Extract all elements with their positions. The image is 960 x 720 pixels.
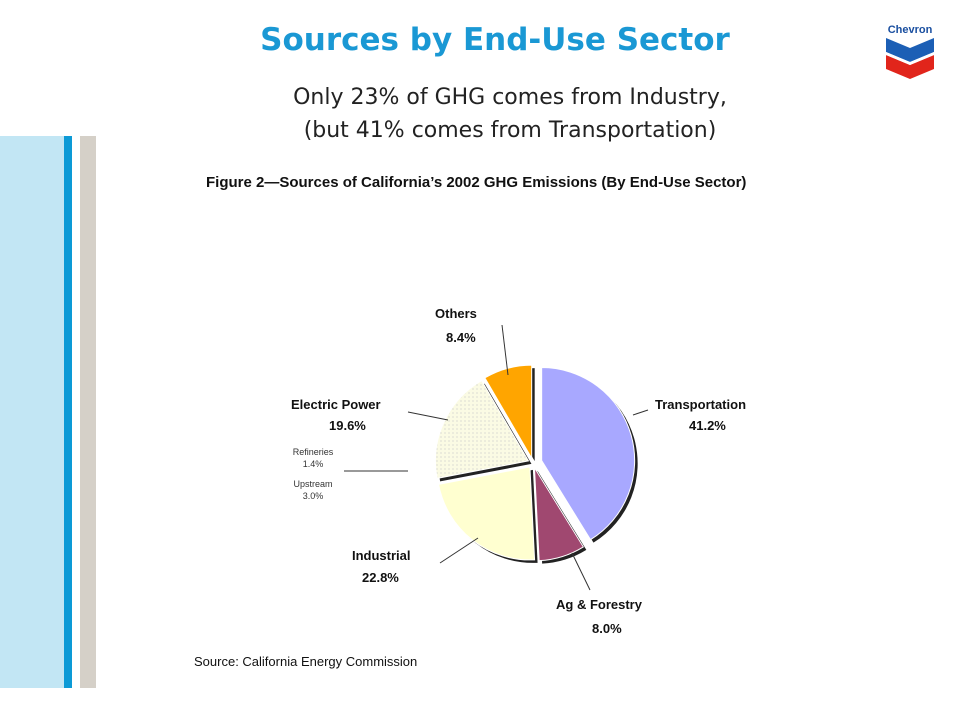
logo-wordmark: Chevron: [888, 24, 933, 36]
value-ag-forestry: 8.0%: [592, 621, 622, 636]
value-transportation: 41.2%: [689, 418, 726, 433]
left-stripe-light: [0, 136, 64, 688]
figure-title: Figure 2—Sources of California’s 2002 GH…: [206, 174, 747, 191]
label-ag-forestry: Ag & Forestry: [556, 597, 643, 612]
value-refineries: 1.4%: [303, 459, 324, 469]
value-upstream: 3.0%: [303, 491, 324, 501]
value-electric-power: 19.6%: [329, 418, 366, 433]
left-stripe-gap: [72, 136, 80, 688]
pie-slice-ag-forestry: [533, 467, 585, 562]
chevron-logo: Chevron: [886, 24, 934, 79]
slide-title: Sources by End-Use Sector: [260, 22, 730, 58]
subtitle-line-2: (but 41% comes from Transportation): [303, 118, 717, 143]
label-electric-power: Electric Power: [291, 397, 381, 412]
pie-slice-electric-power: [434, 379, 530, 479]
label-others: Others: [435, 306, 477, 321]
figure-source: Source: California Energy Commission: [194, 654, 418, 669]
value-industrial: 22.8%: [362, 570, 399, 585]
label-refineries: Refineries: [293, 447, 334, 457]
value-others: 8.4%: [446, 330, 476, 345]
subtitle-line-1: Only 23% of GHG comes from Industry,: [293, 85, 727, 110]
label-upstream: Upstream: [293, 479, 332, 489]
pie-slice-industrial: [437, 466, 536, 561]
label-transportation: Transportation: [655, 397, 746, 412]
pie-slice-transportation: [541, 367, 636, 541]
logo-chevron-blue: [886, 38, 934, 62]
logo-chevron-red: [886, 55, 934, 79]
label-industrial: Industrial: [352, 548, 411, 563]
left-stripe-blue: [64, 136, 72, 688]
left-stripe-gray: [80, 136, 96, 688]
